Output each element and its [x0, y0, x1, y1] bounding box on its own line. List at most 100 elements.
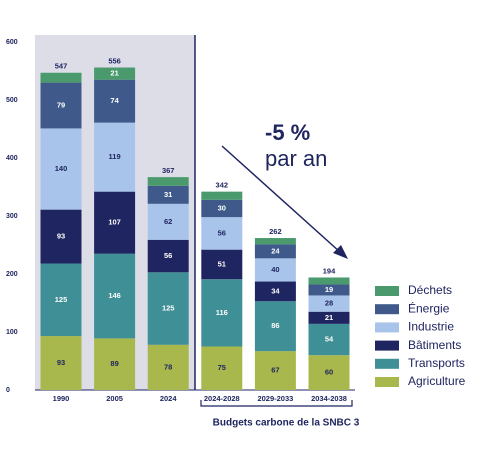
y-tick-label: 500: [6, 97, 18, 104]
legend-label: Bâtiments: [408, 338, 461, 352]
segment-label: 74: [110, 96, 119, 105]
bar-segment: [254, 238, 296, 245]
legend-swatch: [375, 286, 399, 296]
segment-label: 79: [57, 100, 65, 109]
bar-segment: [147, 344, 189, 390]
segment-label: 62: [164, 217, 172, 226]
segment-label: 119: [109, 152, 121, 161]
bar-segment: [254, 281, 296, 302]
segment-label: 40: [271, 265, 279, 274]
segment-label: 51: [218, 259, 226, 268]
bar-segment: [147, 177, 189, 186]
segment-label: 107: [108, 218, 121, 227]
bar-segment: [40, 209, 82, 264]
legend-swatch: [375, 340, 399, 351]
bar-segment: [40, 263, 82, 337]
bar-segment: [308, 311, 350, 324]
bar-segment: [94, 253, 136, 339]
bar-segment: [254, 301, 296, 352]
bar-segment: [147, 272, 189, 345]
legend-label: Transports: [408, 356, 465, 370]
segment-label: 67: [271, 366, 279, 375]
bar-segment: [94, 79, 136, 123]
segment-label: 24: [271, 246, 280, 255]
total-label: 556: [108, 57, 121, 66]
x-tick-label: 2034-2038: [311, 394, 347, 403]
segment-label: 30: [218, 203, 226, 212]
bar-segment: [308, 323, 350, 356]
bar-segment: [254, 244, 296, 259]
segment-label: 21: [110, 69, 118, 78]
segment-label: 28: [325, 299, 333, 308]
bar-segment: [147, 185, 189, 204]
segment-label: 125: [162, 303, 175, 312]
y-tick-label: 300: [6, 213, 18, 220]
segment-label: 31: [164, 190, 172, 199]
segment-label: 78: [164, 362, 172, 371]
legend-label: Industrie: [408, 320, 454, 334]
x-tick-label: 2005: [106, 394, 123, 403]
bar-segment: [201, 199, 243, 218]
segment-label: 116: [216, 308, 228, 317]
annotation-rate: -5 %: [265, 120, 310, 145]
legend-label: Déchets: [408, 283, 452, 297]
bar-segment: [40, 128, 82, 210]
bar-segment: [94, 122, 136, 192]
bar-segment: [308, 355, 350, 390]
y-tick-label: 600: [6, 39, 18, 46]
trend-arrow: [221, 145, 341, 253]
total-label: 547: [55, 62, 68, 71]
y-tick-label: 200: [6, 271, 18, 278]
bar-segment: [40, 72, 82, 83]
bar-segment: [147, 239, 189, 273]
bar-segment: [308, 277, 350, 285]
y-tick-label: 400: [6, 155, 18, 162]
segment-label: 56: [218, 228, 226, 237]
bar-segment: [308, 295, 350, 312]
x-tick-label: 2024-2028: [204, 394, 240, 403]
bar-segment: [94, 191, 136, 254]
segment-label: 56: [164, 251, 172, 260]
bar-segment: [147, 203, 189, 240]
legend-swatch: [375, 304, 399, 315]
bar-segment: [201, 346, 243, 390]
legend-swatch: [375, 322, 399, 333]
segment-label: 146: [108, 291, 121, 300]
bar-segment: [254, 258, 296, 282]
segment-label: 75: [218, 363, 226, 372]
bar-segment: [40, 82, 82, 129]
legend-label: Énergie: [408, 300, 450, 315]
bar-segment: [201, 191, 243, 200]
legend-label: Agriculture: [408, 374, 466, 388]
x-tick-label: 2024: [160, 394, 178, 403]
bar-segment: [94, 338, 136, 390]
x-tick-label: 2029-2033: [257, 394, 293, 403]
legend-swatch: [375, 377, 399, 387]
y-tick-label: 100: [6, 329, 18, 336]
legend-swatch: [375, 358, 399, 369]
segment-label: 86: [271, 321, 279, 330]
segment-label: 21: [325, 313, 333, 322]
bar-segment: [201, 279, 243, 347]
segment-label: 34: [271, 286, 280, 295]
segment-label: 93: [57, 358, 65, 367]
total-label: 367: [162, 166, 175, 175]
y-tick-label: 0: [6, 387, 10, 394]
segment-label: 140: [55, 164, 68, 173]
segment-label: 54: [325, 335, 334, 344]
bar-segment: [308, 284, 350, 296]
segment-label: 89: [110, 359, 118, 368]
segment-label: 93: [57, 232, 65, 241]
bar-segment: [40, 336, 82, 390]
total-label: 342: [216, 181, 229, 190]
bar-segment: [94, 67, 136, 80]
group-bracket: [200, 400, 353, 407]
bar-segment: [201, 217, 243, 250]
bar-segment: [254, 351, 296, 390]
segment-label: 19: [325, 285, 333, 294]
segment-label: 125: [55, 295, 68, 304]
total-label: 194: [323, 266, 336, 275]
segment-label: 60: [325, 368, 333, 377]
total-label: 262: [269, 227, 282, 236]
